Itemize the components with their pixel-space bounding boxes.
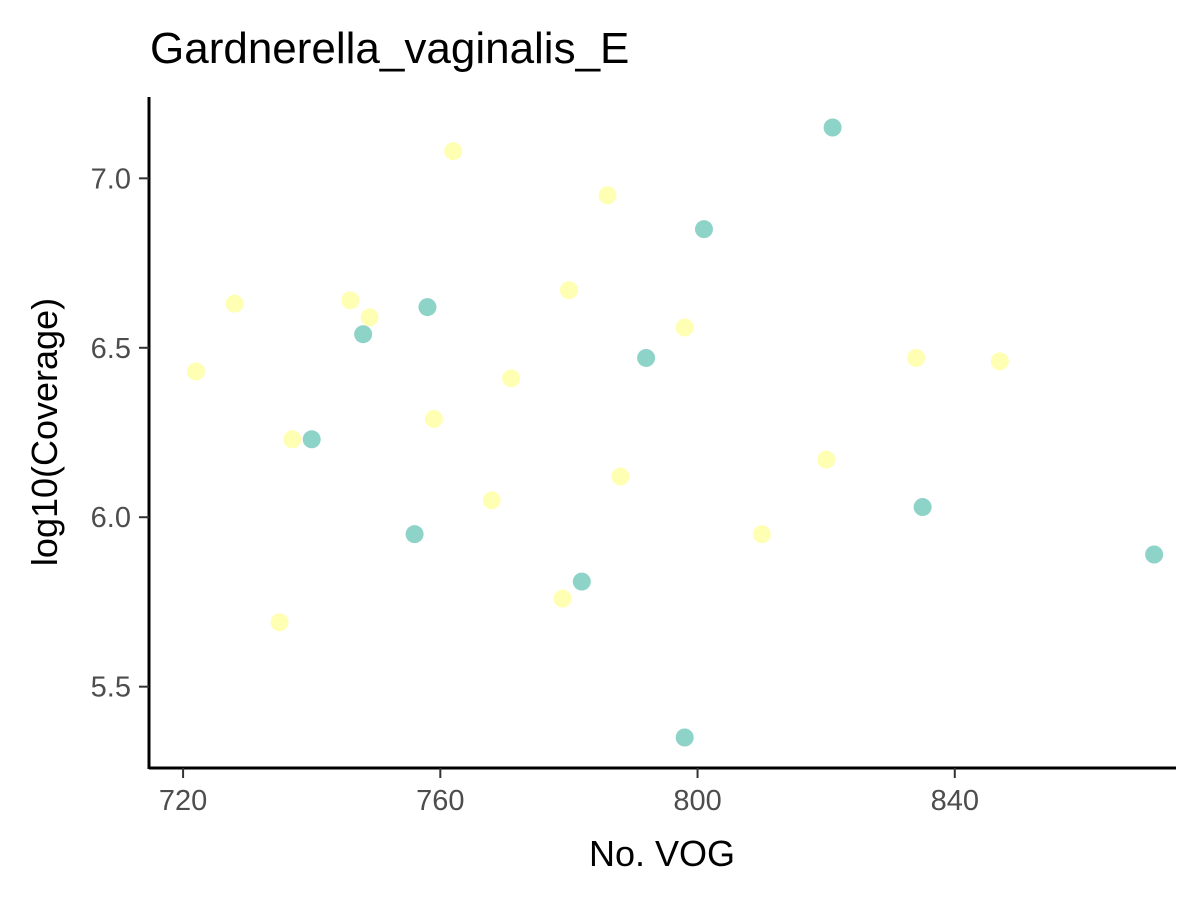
x-axis-title: No. VOG [589, 833, 735, 874]
data-point-series-2 [990, 352, 1009, 371]
data-point-series-2 [675, 318, 694, 337]
data-point-series-1 [1145, 545, 1164, 564]
data-point-series-1 [637, 348, 656, 367]
data-point-series-1 [405, 525, 424, 544]
data-point-series-1 [572, 572, 591, 591]
data-point-series-2 [553, 589, 572, 608]
data-point-series-1 [675, 728, 694, 747]
data-points [186, 118, 1164, 747]
x-tick-label: 800 [673, 785, 721, 817]
x-tick-label: 720 [159, 785, 207, 817]
data-point-series-2 [360, 308, 379, 327]
x-axis-ticks: 720 760 800 840 [159, 768, 979, 817]
chart-title: Gardnerella_vaginalis_E [150, 24, 629, 73]
data-point-series-1 [913, 498, 932, 517]
y-tick-label: 6.0 [91, 502, 131, 534]
data-point-series-2 [907, 348, 926, 367]
data-point-series-2 [611, 467, 630, 486]
data-point-series-2 [598, 186, 617, 205]
data-point-series-2 [424, 409, 443, 428]
x-tick-label: 760 [416, 785, 464, 817]
data-point-series-2 [186, 362, 205, 381]
y-axis-ticks: 5.5 6.0 6.5 7.0 [91, 163, 149, 704]
y-tick-label: 7.0 [91, 163, 131, 195]
data-point-series-2 [559, 281, 578, 300]
data-point-series-2 [482, 491, 501, 510]
data-point-series-2 [752, 525, 771, 544]
data-point-series-1 [302, 430, 321, 449]
data-point-series-2 [502, 369, 521, 388]
y-tick-label: 5.5 [91, 672, 131, 704]
data-point-series-1 [823, 118, 842, 137]
y-axis-title: log10(Coverage) [24, 298, 65, 566]
axes [147, 97, 1176, 770]
data-point-series-1 [694, 220, 713, 239]
x-tick-label: 840 [931, 785, 979, 817]
data-point-series-2 [270, 613, 289, 632]
data-point-series-2 [283, 430, 302, 449]
data-point-series-2 [341, 291, 360, 310]
data-point-series-2 [225, 294, 244, 313]
y-tick-label: 6.5 [91, 333, 131, 365]
data-point-series-1 [418, 298, 437, 317]
data-point-series-2 [444, 142, 463, 161]
data-point-series-2 [817, 450, 836, 469]
data-point-series-1 [354, 325, 373, 344]
